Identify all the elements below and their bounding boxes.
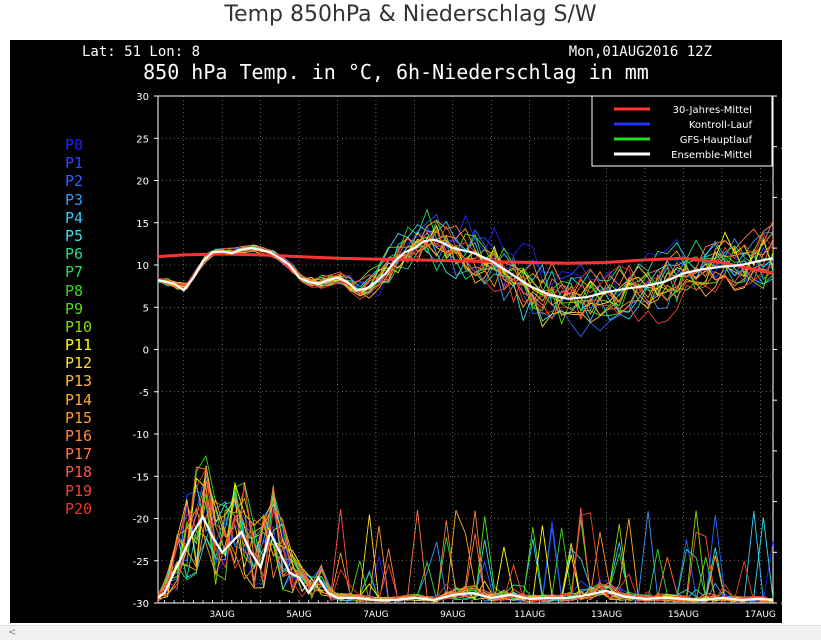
x-tick-label: 11AUG	[514, 610, 545, 620]
ensemble-mean-precip-line	[157, 514, 774, 602]
member-temp-line	[157, 242, 774, 310]
y-left-tick-label: -30	[133, 599, 149, 610]
y-left-tick-label: -20	[133, 515, 149, 526]
member-precip-line	[157, 466, 774, 603]
x-tick-label: 13AUG	[591, 610, 622, 620]
y-right-tick-label: 35	[781, 244, 782, 255]
member-label: P15	[65, 408, 93, 427]
y-left-tick-label: -15	[133, 472, 149, 483]
location-label: Lat: 51 Lon: 8	[82, 44, 201, 60]
y-right-tick-label: 20	[781, 396, 782, 407]
y-right-tick-label: 40	[781, 193, 782, 204]
scroll-left-icon[interactable]: <	[8, 627, 17, 638]
member-label: P10	[65, 317, 93, 336]
ensemble-mean-line	[157, 238, 774, 300]
member-label: P8	[65, 281, 84, 300]
member-temp-line	[157, 219, 774, 303]
y-right-tick-label: 25	[781, 346, 782, 357]
member-label: P19	[65, 481, 93, 500]
run-date-label: Mon,01AUG2016 12Z	[568, 44, 712, 60]
member-label: P9	[65, 299, 84, 318]
chart-frame: Lat: 51 Lon: 8 Mon,01AUG2016 12Z 850 hPa…	[10, 40, 782, 623]
y-left-tick-label: -10	[133, 430, 149, 441]
legend-label: GFS-Hauptlauf	[680, 135, 753, 146]
member-precip-line	[157, 487, 774, 602]
member-label: P3	[65, 190, 84, 209]
member-temp-line	[157, 220, 774, 326]
member-label: P7	[65, 263, 84, 282]
member-legend: P0 P1 P2 P3 P4 P5 P6 P7 P8 P9 P10 P11 P12 P13 P14 P15 P1…	[65, 136, 92, 518]
member-label: P17	[65, 445, 93, 464]
member-label: P5	[65, 226, 84, 245]
y-right-tick-label: 50	[781, 92, 782, 103]
page-heading: Temp 850hPa & Niederschlag S/W	[224, 2, 597, 27]
y-right-tick-label: 10	[781, 498, 782, 509]
member-label: P11	[65, 336, 93, 355]
member-temp-line	[157, 225, 774, 325]
member-label: P6	[65, 245, 84, 264]
horizontal-scrollbar[interactable]: <	[0, 625, 821, 640]
member-label: P20	[65, 499, 93, 518]
legend-label: Ensemble-Mittel	[671, 150, 752, 161]
y-left-tick-label: 25	[136, 134, 149, 145]
legend-label: 30-Jahres-Mittel	[673, 105, 752, 116]
y-right-tick-label: 0	[781, 599, 782, 610]
chart-title: 850 hPa Temp. in °C, 6h-Niederschlag in …	[143, 60, 649, 84]
member-label: P16	[65, 427, 93, 445]
y-left-tick-label: 0	[143, 346, 149, 357]
y-left-tick-label: 20	[136, 177, 149, 188]
member-label: P13	[65, 372, 93, 391]
y-left-tick-label: 15	[136, 219, 149, 230]
y-right-tick-label: 45	[781, 143, 782, 154]
member-label: P1	[65, 154, 84, 173]
member-precip-line	[157, 480, 774, 602]
member-label: P2	[65, 172, 84, 191]
member-temp-line	[157, 232, 774, 323]
x-tick-label: 9AUG	[440, 610, 465, 620]
y-left-tick-label: 10	[136, 261, 149, 272]
x-tick-label: 7AUG	[363, 610, 388, 620]
member-label: P18	[65, 463, 93, 482]
y-left-tick-label: -25	[133, 557, 149, 568]
y-left-tick-label: 30	[136, 92, 149, 103]
x-tick-label: 5AUG	[286, 610, 311, 620]
member-label: P12	[65, 354, 93, 373]
member-label: P0	[65, 136, 84, 154]
y-left-tick-label: 5	[143, 303, 149, 314]
member-label: P4	[65, 208, 84, 227]
x-tick-label: 15AUG	[668, 610, 699, 620]
x-tick-label: 17AUG	[745, 610, 776, 620]
y-right-tick-label: 15	[781, 447, 782, 458]
climate-mean-line	[157, 252, 774, 275]
member-label: P14	[65, 390, 93, 409]
x-tick-label: 3AUG	[209, 610, 234, 620]
y-right-tick-label: 5	[781, 548, 782, 559]
legend-label: Kontroll-Lauf	[689, 120, 753, 131]
y-left-tick-label: -5	[139, 388, 149, 399]
y-right-tick-label: 30	[781, 295, 782, 306]
plot-area: 302520151050-5-10-15-20-25-3050454035302…	[133, 92, 782, 620]
